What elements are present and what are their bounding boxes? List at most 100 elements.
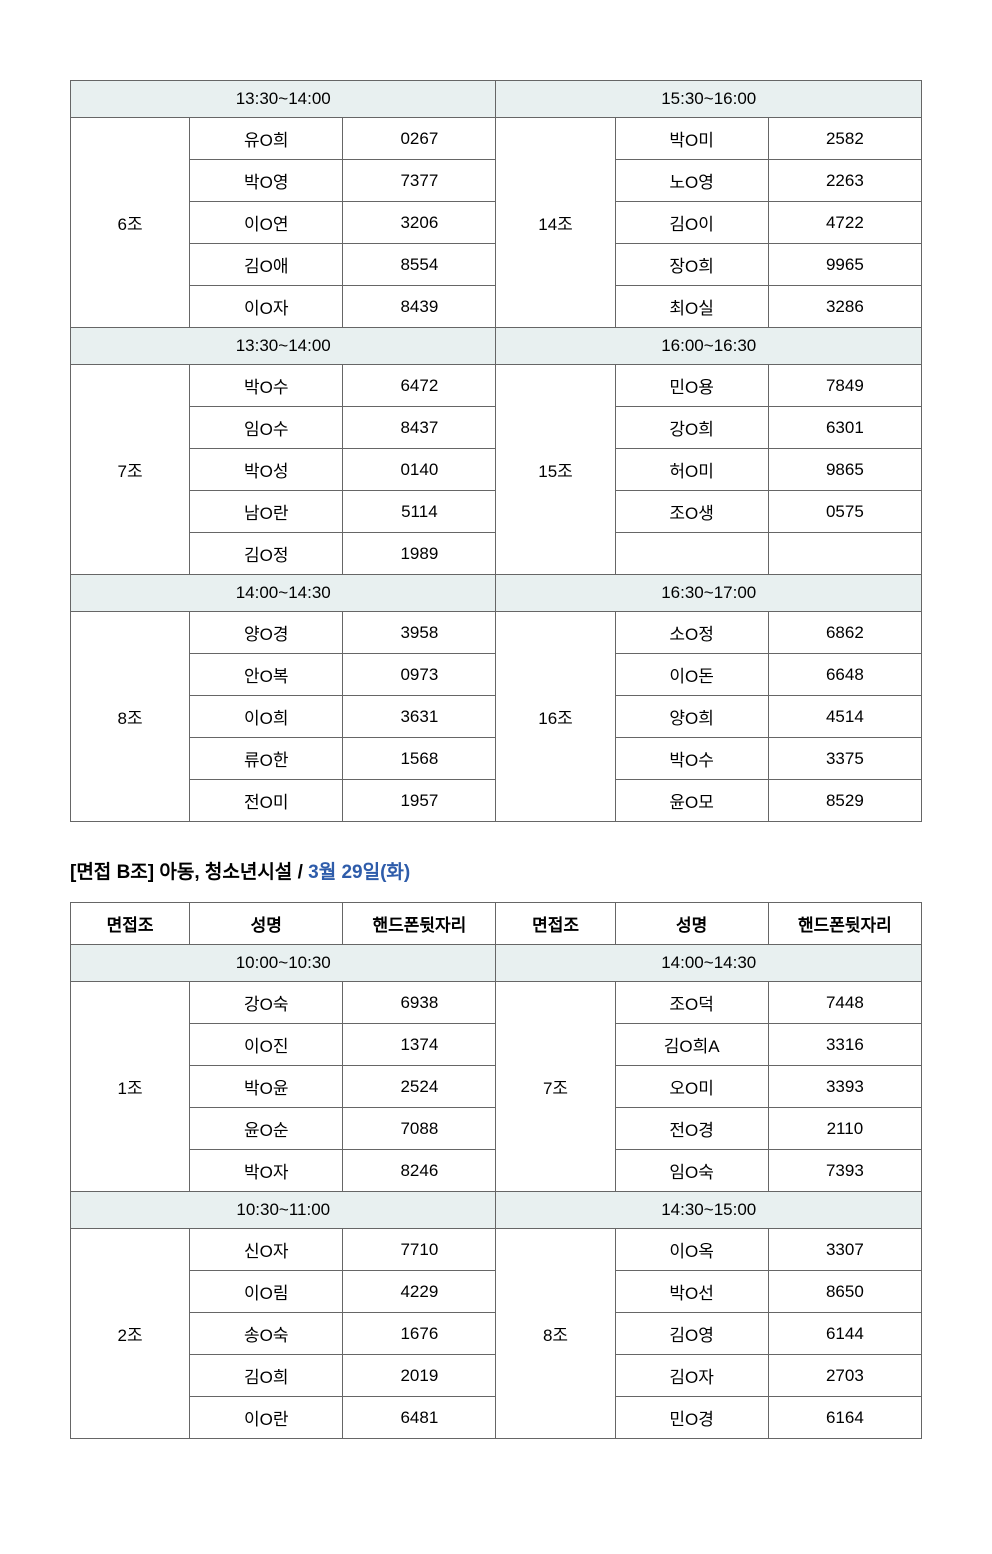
phone-cell: 3286 <box>768 286 921 328</box>
phone-cell: 6301 <box>768 407 921 449</box>
time-header-right: 15:30~16:00 <box>496 81 922 118</box>
phone-cell: 4722 <box>768 202 921 244</box>
name-cell: 강O숙 <box>190 982 343 1024</box>
name-cell: 이O림 <box>190 1271 343 1313</box>
phone-cell: 1568 <box>343 738 496 780</box>
name-cell: 윤O순 <box>190 1108 343 1150</box>
name-cell: 이O연 <box>190 202 343 244</box>
name-cell: 이O옥 <box>615 1229 768 1271</box>
name-cell: 이O진 <box>190 1024 343 1066</box>
name-cell: 유O희 <box>190 118 343 160</box>
phone-cell: 2703 <box>768 1355 921 1397</box>
phone-cell: 3206 <box>343 202 496 244</box>
section-title-prefix: [면접 B조] 아동, 청소년시설 / <box>70 862 308 883</box>
time-header-right: 16:00~16:30 <box>496 328 922 365</box>
name-cell: 박O자 <box>190 1150 343 1192</box>
name-cell: 민O용 <box>615 365 768 407</box>
name-cell: 박O영 <box>190 160 343 202</box>
name-cell: 박O수 <box>190 365 343 407</box>
phone-cell: 8439 <box>343 286 496 328</box>
group-cell-right: 8조 <box>496 1229 615 1439</box>
phone-cell: 0973 <box>343 654 496 696</box>
name-cell: 허O미 <box>615 449 768 491</box>
phone-cell: 8437 <box>343 407 496 449</box>
phone-cell: 6144 <box>768 1313 921 1355</box>
group-cell-left: 6조 <box>71 118 190 328</box>
column-header: 성명 <box>190 903 343 945</box>
section-title: [면접 B조] 아동, 청소년시설 / 3월 29일(화) <box>70 857 922 884</box>
group-cell-left: 1조 <box>71 982 190 1192</box>
name-cell: 소O정 <box>615 612 768 654</box>
column-header: 핸드폰뒷자리 <box>343 903 496 945</box>
phone-cell: 4229 <box>343 1271 496 1313</box>
time-header-left: 10:30~11:00 <box>71 1192 496 1229</box>
phone-cell: 3631 <box>343 696 496 738</box>
column-header: 성명 <box>615 903 768 945</box>
name-cell: 박O수 <box>615 738 768 780</box>
name-cell: 이O돈 <box>615 654 768 696</box>
phone-cell: 2263 <box>768 160 921 202</box>
phone-cell: 8246 <box>343 1150 496 1192</box>
name-cell: 신O자 <box>190 1229 343 1271</box>
name-cell: 윤O모 <box>615 780 768 822</box>
group-cell-right: 16조 <box>496 612 615 822</box>
column-header: 면접조 <box>71 903 190 945</box>
phone-cell: 0267 <box>343 118 496 160</box>
phone-cell: 3307 <box>768 1229 921 1271</box>
phone-cell: 1957 <box>343 780 496 822</box>
phone-cell: 8529 <box>768 780 921 822</box>
name-cell: 안O복 <box>190 654 343 696</box>
name-cell: 강O희 <box>615 407 768 449</box>
name-cell: 김O애 <box>190 244 343 286</box>
name-cell: 전O경 <box>615 1108 768 1150</box>
column-header: 면접조 <box>496 903 615 945</box>
time-header-left: 13:30~14:00 <box>71 81 496 118</box>
phone-cell: 3316 <box>768 1024 921 1066</box>
group-cell-left: 2조 <box>71 1229 190 1439</box>
time-header-right: 14:00~14:30 <box>496 945 922 982</box>
name-cell: 전O미 <box>190 780 343 822</box>
phone-cell: 7710 <box>343 1229 496 1271</box>
phone-cell: 8650 <box>768 1271 921 1313</box>
name-cell: 박O미 <box>615 118 768 160</box>
phone-cell: 4514 <box>768 696 921 738</box>
section-title-date: 3월 29일(화) <box>308 862 410 883</box>
name-cell: 박O선 <box>615 1271 768 1313</box>
phone-cell: 2582 <box>768 118 921 160</box>
phone-cell: 8554 <box>343 244 496 286</box>
time-header-left: 13:30~14:00 <box>71 328 496 365</box>
name-cell: 김O희 <box>190 1355 343 1397</box>
phone-cell: 3393 <box>768 1066 921 1108</box>
phone-cell: 7377 <box>343 160 496 202</box>
name-cell: 임O수 <box>190 407 343 449</box>
name-cell: 김O자 <box>615 1355 768 1397</box>
phone-cell: 7088 <box>343 1108 496 1150</box>
name-cell: 김O정 <box>190 533 343 575</box>
phone-cell: 2110 <box>768 1108 921 1150</box>
name-cell: 오O미 <box>615 1066 768 1108</box>
name-cell: 류O한 <box>190 738 343 780</box>
phone-cell: 6938 <box>343 982 496 1024</box>
phone-cell: 3375 <box>768 738 921 780</box>
name-cell: 김O희A <box>615 1024 768 1066</box>
name-cell: 이O자 <box>190 286 343 328</box>
phone-cell: 7448 <box>768 982 921 1024</box>
time-header-right: 14:30~15:00 <box>496 1192 922 1229</box>
name-cell: 조O생 <box>615 491 768 533</box>
phone-cell: 7849 <box>768 365 921 407</box>
phone-cell: 2019 <box>343 1355 496 1397</box>
group-cell-right: 14조 <box>496 118 615 328</box>
schedule-table-1: 13:30~14:0015:30~16:006조유O희026714조박O미258… <box>70 80 922 822</box>
name-cell: 이O희 <box>190 696 343 738</box>
name-cell: 김O영 <box>615 1313 768 1355</box>
name-cell: 조O덕 <box>615 982 768 1024</box>
phone-cell: 9965 <box>768 244 921 286</box>
column-header: 핸드폰뒷자리 <box>768 903 921 945</box>
phone-cell: 5114 <box>343 491 496 533</box>
time-header-left: 10:00~10:30 <box>71 945 496 982</box>
phone-cell: 1374 <box>343 1024 496 1066</box>
name-cell: 남O란 <box>190 491 343 533</box>
group-cell-left: 7조 <box>71 365 190 575</box>
name-cell: 양O희 <box>615 696 768 738</box>
phone-cell: 0140 <box>343 449 496 491</box>
